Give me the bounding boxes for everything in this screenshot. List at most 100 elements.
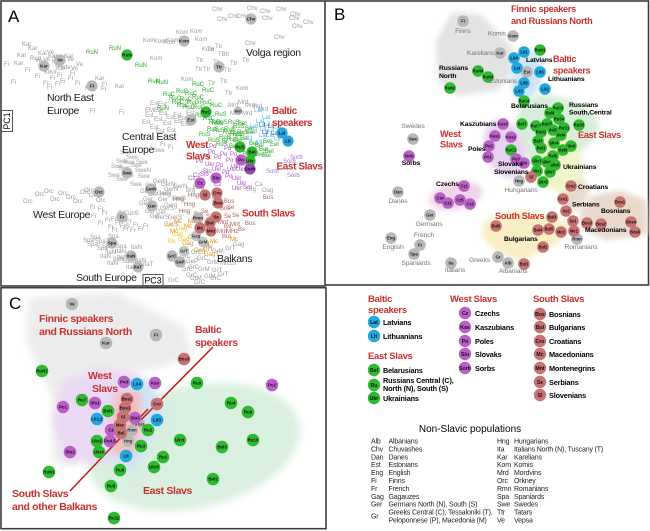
svg-text:Ttr: Ttr xyxy=(224,68,231,74)
svg-text:Bel5: Bel5 xyxy=(549,153,558,158)
svg-text:Bos4: Bos4 xyxy=(626,219,637,224)
svg-text:Fi: Fi xyxy=(70,71,75,77)
svg-text:Mnt: Mnt xyxy=(230,222,240,228)
svg-text:Hng: Hng xyxy=(179,209,190,215)
svg-text:Ukr4: Ukr4 xyxy=(94,450,104,455)
svg-text:Cro1: Cro1 xyxy=(558,196,568,201)
svg-text:Ve: Ve xyxy=(47,50,55,56)
svg-text:RuS: RuS xyxy=(224,127,236,133)
svg-text:Bul6: Bul6 xyxy=(492,223,502,228)
svg-text:South Slavs: South Slavs xyxy=(242,209,296,220)
svg-text:Cz: Cz xyxy=(108,428,114,433)
svg-text:Po4,5: Po4,5 xyxy=(104,439,116,444)
svg-text:RuS: RuS xyxy=(223,130,235,136)
svg-text:Spa: Spa xyxy=(102,244,113,250)
svg-text:Ru: Ru xyxy=(371,383,378,389)
svg-text:Spaniards: Spaniards xyxy=(401,260,431,267)
svg-text:Est: Est xyxy=(163,121,172,127)
svg-text:Bos: Bos xyxy=(245,221,255,227)
svg-text:Bel: Bel xyxy=(262,153,271,159)
svg-text:Non-Slavic populations: Non-Slavic populations xyxy=(419,424,521,435)
svg-text:Spa: Spa xyxy=(108,241,117,246)
svg-text:del2: del2 xyxy=(549,127,558,132)
svg-text:Lat: Lat xyxy=(250,124,259,130)
svg-text:Swe: Swe xyxy=(123,160,135,166)
svg-text:Sl: Sl xyxy=(538,393,543,399)
svg-text:GerN: GerN xyxy=(157,191,171,197)
svg-text:Bos5: Bos5 xyxy=(630,229,641,234)
svg-text:Chv: Chv xyxy=(247,6,258,12)
svg-text:RuS2: RuS2 xyxy=(536,129,547,134)
svg-text:Cz: Cz xyxy=(188,176,195,182)
svg-text:Ukr3: Ukr3 xyxy=(149,465,159,470)
svg-text:RuS: RuS xyxy=(213,128,225,134)
svg-text:Ger: Ger xyxy=(148,192,158,198)
svg-text:Alb: Alb xyxy=(371,439,381,446)
svg-text:East Slavs: East Slavs xyxy=(368,351,413,362)
svg-text:Bel: Bel xyxy=(259,147,268,153)
svg-text:GerS: GerS xyxy=(160,206,174,212)
svg-text:RuN1: RuN1 xyxy=(43,470,55,475)
svg-text:RuС: RuС xyxy=(176,89,189,95)
svg-text:Sorbs: Sorbs xyxy=(475,364,495,373)
svg-text:Po1: Po1 xyxy=(59,405,68,410)
svg-text:Swe: Swe xyxy=(116,177,128,183)
svg-text:Swe: Swe xyxy=(126,155,138,161)
svg-text:Kom: Kom xyxy=(202,47,214,53)
svg-text:Fr: Fr xyxy=(98,221,104,227)
svg-text:Est: Est xyxy=(181,122,190,128)
svg-text:GrC: GrC xyxy=(191,250,203,256)
svg-text:Slo: Slo xyxy=(461,352,469,358)
svg-text:and Russians North: and Russians North xyxy=(511,16,593,26)
svg-text:Ger: Ger xyxy=(143,197,153,203)
svg-text:GrC: GrC xyxy=(188,265,200,271)
svg-text:Eel: Eel xyxy=(270,142,279,148)
svg-text:Sl: Sl xyxy=(121,415,125,420)
svg-text:Gag: Gag xyxy=(233,242,244,248)
svg-text:Mc1: Mc1 xyxy=(570,228,579,233)
svg-text:RuN1: RuN1 xyxy=(535,47,546,52)
svg-text:Ttr: Ttr xyxy=(225,91,232,97)
svg-text:GrM: GrM xyxy=(207,260,219,266)
svg-text:Ukr: Ukr xyxy=(231,164,240,170)
svg-text:Kom: Kom xyxy=(508,34,518,39)
svg-text:Finnic speakers: Finnic speakers xyxy=(39,313,114,325)
svg-text:GrT: GrT xyxy=(180,249,188,254)
svg-text:Bel: Bel xyxy=(245,126,254,132)
svg-text:Lit3: Lit3 xyxy=(153,418,161,423)
svg-text:Finns: Finns xyxy=(389,478,406,485)
svg-text:RuS: RuS xyxy=(209,120,221,126)
svg-text:Czechs: Czechs xyxy=(475,309,500,318)
svg-text:Latvians: Latvians xyxy=(383,318,411,327)
svg-text:Mc: Mc xyxy=(168,239,176,245)
svg-text:Po: Po xyxy=(203,154,211,160)
svg-text:del4: del4 xyxy=(557,132,566,137)
svg-text:GrC: GrC xyxy=(194,280,206,286)
svg-text:speakers: speakers xyxy=(553,66,591,76)
svg-text:Mnt: Mnt xyxy=(217,229,227,235)
svg-text:Po1: Po1 xyxy=(484,154,492,159)
svg-text:Lit: Lit xyxy=(285,139,291,144)
svg-text:Se: Se xyxy=(232,213,240,219)
svg-text:Po3: Po3 xyxy=(512,156,520,161)
svg-text:RuC: RuC xyxy=(169,96,182,102)
svg-text:RuS: RuS xyxy=(237,130,249,136)
svg-text:Ukr: Ukr xyxy=(227,167,236,173)
svg-text:Se: Se xyxy=(206,214,214,220)
svg-text:ItaN: ItaN xyxy=(105,250,116,256)
svg-text:Mc: Mc xyxy=(174,219,182,225)
svg-text:North East: North East xyxy=(47,92,94,104)
svg-text:Se: Se xyxy=(213,215,219,220)
svg-text:Se2: Se2 xyxy=(562,208,570,213)
svg-text:South,Central: South,Central xyxy=(569,110,612,117)
svg-text:Baltic: Baltic xyxy=(368,294,392,305)
svg-text:Mrd: Mrd xyxy=(235,109,243,113)
svg-text:French: French xyxy=(414,232,435,239)
svg-text:Sl: Sl xyxy=(203,193,207,198)
svg-text:GrM: GrM xyxy=(204,274,216,280)
svg-text:Baltic: Baltic xyxy=(272,106,298,117)
svg-text:Orc: Orc xyxy=(497,478,508,485)
svg-text:Ger: Ger xyxy=(150,214,160,220)
svg-text:Kom: Kom xyxy=(166,38,178,44)
svg-text:Mrd: Mrd xyxy=(252,104,262,110)
